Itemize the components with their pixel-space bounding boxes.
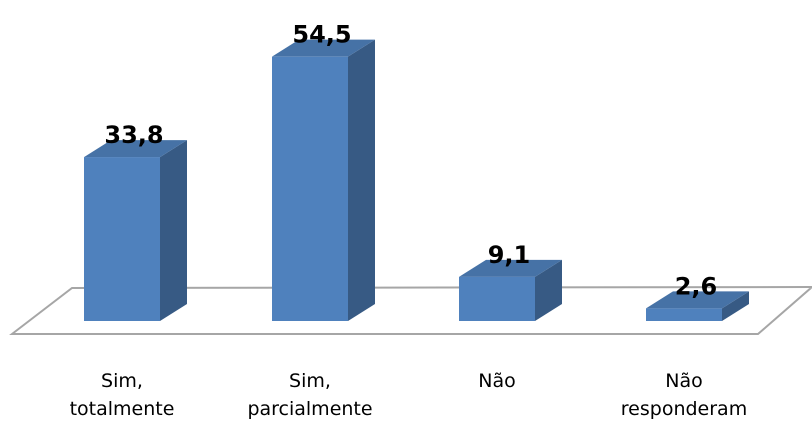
value-label: 33,8 <box>104 121 163 149</box>
value-label: 9,1 <box>488 241 531 269</box>
value-label: 54,5 <box>292 21 351 49</box>
category-label: Não <box>478 370 516 392</box>
bar <box>646 291 749 321</box>
bar-side <box>160 140 187 321</box>
category-label: Não responderam <box>620 370 748 420</box>
bar-front <box>84 157 160 321</box>
category-label: Sim, parcialmente <box>247 370 373 420</box>
bar-top <box>459 259 562 277</box>
bar <box>84 140 187 321</box>
bar <box>459 259 562 321</box>
bar-top <box>84 140 187 158</box>
bar-side <box>348 39 375 322</box>
bar-top <box>646 291 749 309</box>
bar-side <box>535 259 562 321</box>
category-label: Sim, totalmente <box>69 370 175 420</box>
bar-front <box>646 308 722 321</box>
floor <box>9 285 812 335</box>
bar-side <box>722 291 749 321</box>
bar-top <box>272 39 375 57</box>
value-label: 2,6 <box>675 272 718 300</box>
bar-front <box>272 56 348 322</box>
bar <box>272 39 375 322</box>
bar-front <box>459 276 535 321</box>
